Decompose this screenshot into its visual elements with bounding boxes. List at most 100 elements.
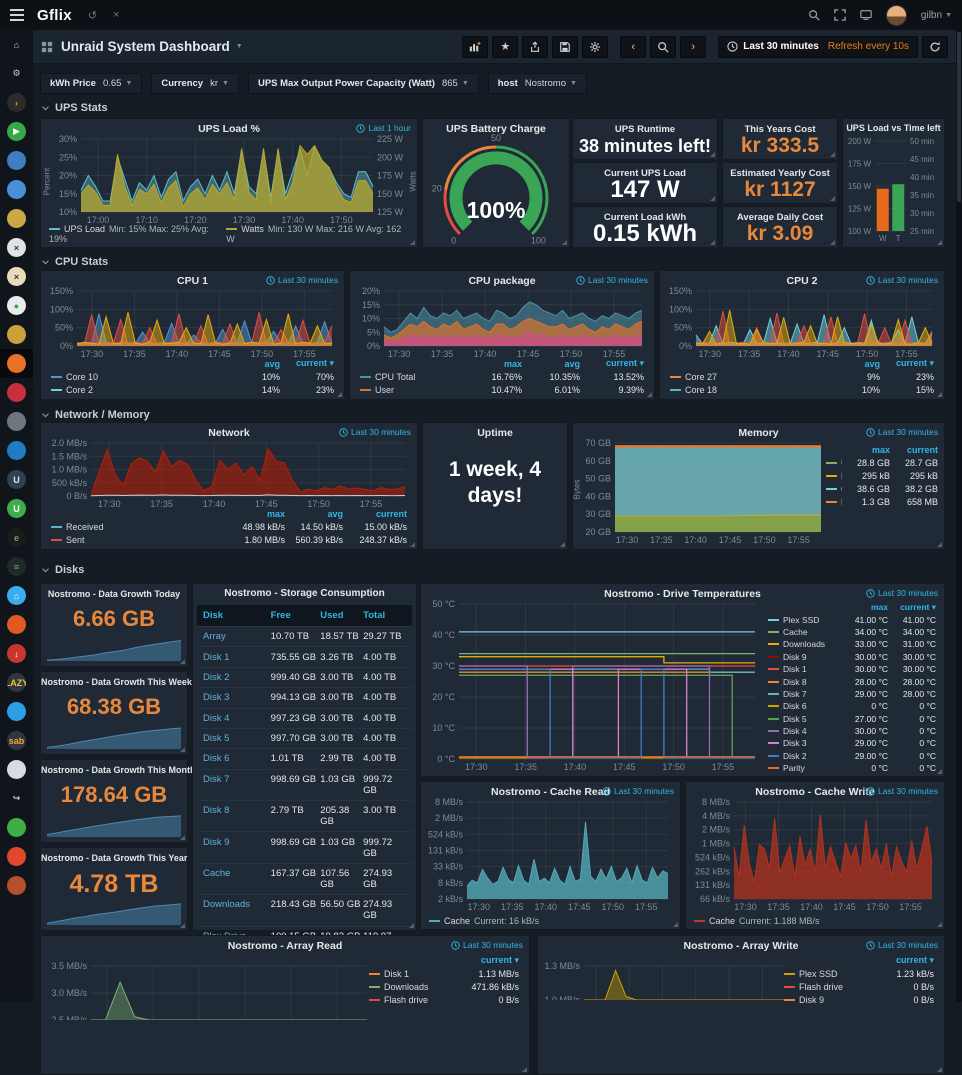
legend-series-name[interactable]: Core 27 — [685, 371, 718, 382]
dashboard-title[interactable]: Unraid System Dashboard — [61, 39, 230, 54]
panel-title[interactable]: Uptime — [477, 427, 513, 439]
legend-series-name[interactable]: Plex SSD — [799, 968, 838, 979]
sidebar-item-home[interactable]: ⌂ — [0, 30, 33, 59]
sidebar-item-emby[interactable]: e — [0, 523, 33, 552]
panel-title[interactable]: UPS Load % — [198, 123, 260, 135]
stat-title[interactable]: Current Load kWh — [603, 212, 687, 223]
stat-title[interactable]: This Years Cost — [744, 124, 816, 135]
col-free[interactable]: Free — [270, 610, 291, 621]
variable-dropdown[interactable]: UPS Max Output Power Capacity (Watt) 865… — [247, 72, 479, 94]
network-chart[interactable]: 0 B/s 500 kB/s 1.0 MB/s 1.5 MB/s 2.0 MB/s 17:… — [45, 438, 413, 509]
time-back-button[interactable]: ‹ — [620, 35, 647, 58]
legend-series-name[interactable]: Core 18 — [685, 384, 718, 395]
legend-series-name[interactable]: Plex SSD — [783, 614, 820, 625]
stat-title[interactable]: Nostromo - Data Growth This Year — [41, 853, 188, 863]
tab-close-icon[interactable]: × — [113, 9, 120, 21]
legend-series-name[interactable]: UPS Load — [64, 224, 106, 234]
variable-dropdown[interactable]: Currency kr ▼ — [151, 72, 239, 94]
panel-time-range[interactable]: Last 30 minutes — [866, 588, 938, 598]
stat-title[interactable]: Estimated Yearly Cost — [730, 168, 830, 179]
cpu-package-chart[interactable]: 0% 5% 10% 15% 20% 17:30 17:35 17:40 17:45 17:50 17… — [354, 286, 650, 359]
panel-title[interactable]: Nostromo - Cache Write — [755, 786, 875, 798]
section-disks[interactable]: Disks — [41, 564, 84, 576]
panel-time-range[interactable]: Last 30 minutes — [866, 275, 938, 285]
disk-name[interactable]: Downloads — [203, 899, 250, 911]
legend-series-name[interactable]: Disk 2 — [783, 750, 807, 761]
legend-series-name[interactable]: Buffered — [841, 471, 842, 481]
refresh-button[interactable] — [922, 35, 948, 58]
sidebar-item-lazy[interactable]: LAZY — [0, 668, 33, 697]
disk-name[interactable]: Cache — [203, 867, 231, 879]
legend-series-name[interactable]: Core 2 — [66, 384, 94, 395]
legend-series-name[interactable]: Flash drive — [384, 994, 429, 1005]
legend-series-name[interactable]: Core 10 — [66, 371, 99, 382]
scrollbar-thumb[interactable] — [957, 32, 961, 202]
panel-time-range[interactable]: Last 30 minutes — [866, 786, 938, 796]
fullscreen-icon[interactable] — [834, 9, 846, 21]
disk-name[interactable]: Disk 7 — [203, 773, 230, 785]
legend-series-name[interactable]: Free — [841, 497, 842, 507]
save-button[interactable] — [552, 35, 579, 58]
legend-series-name[interactable]: Cached — [841, 484, 842, 494]
legend-series-name[interactable]: Disk 4 — [783, 726, 807, 737]
panel-time-range[interactable]: Last 30 minutes — [266, 275, 338, 285]
legend-series-name[interactable]: Flash drive — [799, 981, 844, 992]
legend-series-name[interactable]: User — [375, 384, 395, 395]
panel-time-range[interactable]: Last 30 minutes — [602, 786, 674, 796]
disk-name[interactable]: Disk 1 — [203, 651, 230, 663]
legend-series-name[interactable]: Disk 7 — [783, 688, 807, 699]
sidebar-item-shield[interactable] — [0, 378, 33, 407]
sidebar-item-github[interactable] — [0, 813, 33, 842]
panel-title[interactable]: CPU package — [468, 275, 536, 287]
cpu2-chart[interactable]: 0% 50% 100% 150% 17:30 17:35 17:40 17:45 17:50 17… — [664, 286, 940, 359]
legend-series-name[interactable]: Disk 8 — [783, 676, 807, 687]
sidebar-item-plex[interactable]: › — [0, 88, 33, 117]
sidebar-item-logout[interactable]: ↪ — [0, 784, 33, 813]
disk-name[interactable]: Disk 5 — [203, 733, 230, 745]
legend-series-name[interactable]: CPU Total — [375, 371, 416, 382]
stat-title[interactable]: Nostromo - Data Growth Today — [47, 589, 181, 599]
add-panel-button[interactable] — [462, 35, 489, 58]
legend-series-name[interactable]: Downloads — [384, 981, 429, 992]
col-disk[interactable]: Disk — [203, 610, 224, 621]
share-button[interactable] — [522, 35, 549, 58]
legend-series-name[interactable]: Disk 6 — [783, 701, 807, 712]
legend-series-name[interactable]: Watts — [241, 224, 264, 234]
panel-title[interactable]: CPU 1 — [177, 275, 208, 287]
panel-title[interactable]: Network — [208, 427, 250, 439]
legend-series-name[interactable]: Disk 1 — [783, 664, 807, 675]
section-network-memory[interactable]: Network / Memory — [41, 409, 150, 421]
hamburger-menu-icon[interactable] — [0, 0, 33, 30]
panel-time-range[interactable]: Last 30 minutes — [339, 427, 411, 437]
sidebar-item-globe[interactable]: ● — [0, 291, 33, 320]
panel-time-range[interactable]: Last 30 minutes — [866, 940, 938, 950]
sidebar-item-more[interactable] — [0, 871, 33, 900]
legend-series-name[interactable]: Disk 3 — [783, 738, 807, 749]
stat-title[interactable]: Average Daily Cost — [736, 212, 824, 223]
sidebar-item-app-bars[interactable]: ≡ — [0, 552, 33, 581]
disk-name[interactable]: Disk 4 — [203, 712, 230, 724]
sidebar-item-reddit[interactable] — [0, 842, 33, 871]
sidebar-item-green-u[interactable]: U — [0, 494, 33, 523]
scrollbar[interactable] — [956, 30, 962, 1002]
variable-dropdown[interactable]: kWh Price 0.65 ▼ — [40, 72, 143, 94]
sidebar-item-grafana[interactable] — [0, 349, 33, 378]
disk-name[interactable]: Array — [203, 631, 226, 643]
ups-load-chart[interactable]: 10% 15% 20% 25% 30% 125 W 150 W 175 W 200 W 225 W… — [47, 134, 413, 225]
variable-dropdown[interactable]: host Nostromo ▼ — [487, 72, 587, 94]
sidebar-item-droplet[interactable] — [0, 697, 33, 726]
section-cpu-stats[interactable]: CPU Stats — [41, 256, 108, 268]
panel-time-range[interactable]: Last 30 minutes — [866, 427, 938, 437]
disk-name[interactable]: Disk 6 — [203, 753, 230, 765]
time-forward-button[interactable]: › — [680, 35, 707, 58]
col-used[interactable]: Used — [320, 610, 344, 621]
sidebar-item-app-gray[interactable] — [0, 407, 33, 436]
tab-refresh-icon[interactable]: ↺ — [87, 9, 98, 22]
search-icon[interactable] — [808, 9, 820, 21]
array-read-chart[interactable]: 2.5 MB/s 3.0 MB/s 3.5 MB/s — [43, 952, 373, 1025]
tv-icon[interactable] — [860, 9, 872, 21]
legend-series-name[interactable]: Used — [841, 458, 842, 468]
legend-series-name[interactable]: Disk 5 — [783, 713, 807, 724]
sidebar-item-sab[interactable]: sab — [0, 726, 33, 755]
sidebar-item-app-cream[interactable]: × — [0, 262, 33, 291]
